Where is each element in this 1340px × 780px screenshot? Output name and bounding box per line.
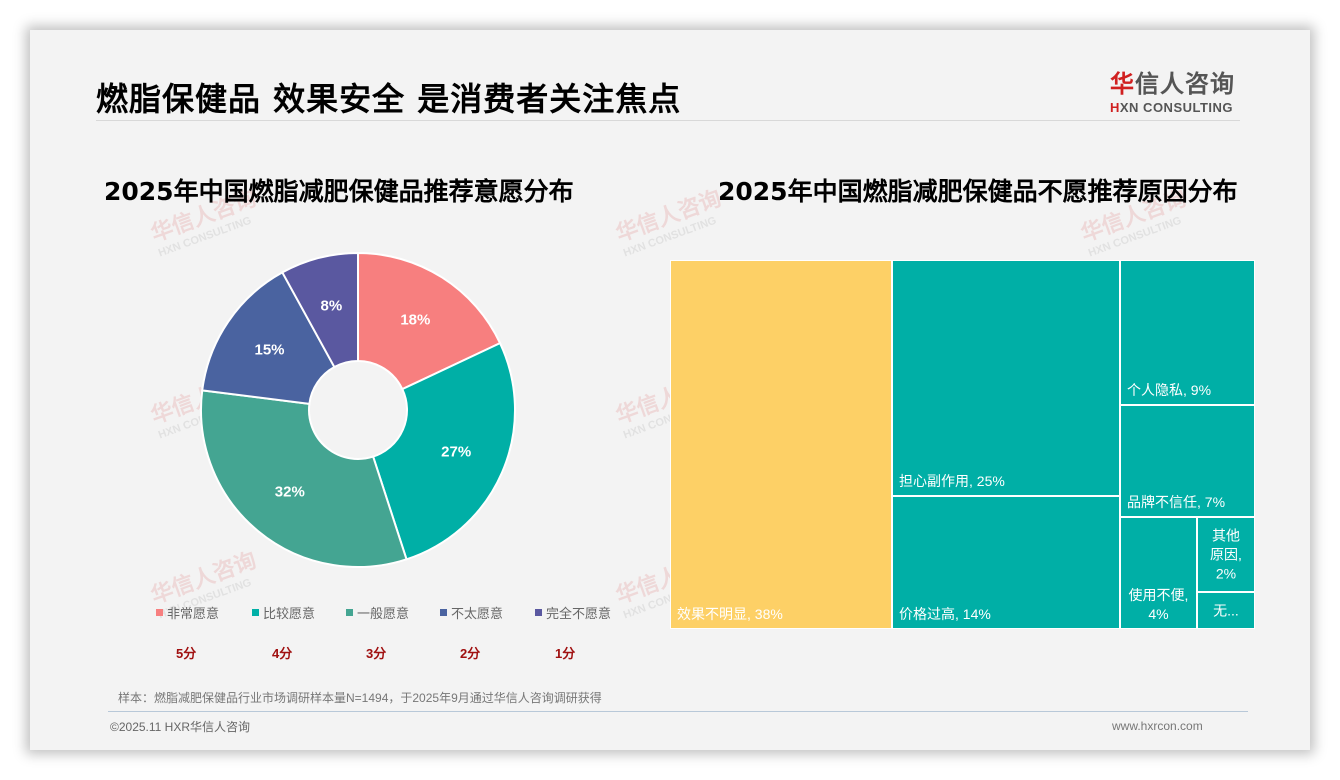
sample-note: 样本：燃脂减肥保健品行业市场调研样本量N=1494，于2025年9月通过华信人咨…: [118, 691, 602, 705]
donut-slice-label: 8%: [320, 297, 343, 315]
donut-slice-label: 15%: [254, 341, 285, 359]
logo-cn-text: 信人咨询: [1135, 70, 1235, 98]
legend-label: 比较愿意: [263, 606, 316, 621]
legend-swatch-icon: [440, 609, 447, 616]
legend-item: 非常愿意: [156, 603, 219, 622]
footer-copyright: ©2025.11 HXR华信人咨询: [110, 720, 250, 734]
treemap-cell: 品牌不信任, 7%: [1120, 405, 1255, 517]
donut-slice-2: [371, 341, 516, 561]
title-divider: [96, 120, 1240, 121]
treemap-cell: 价格过高, 14%: [892, 496, 1120, 629]
treemap-chart: 效果不明显, 38% 担心副作用, 25% 价格过高, 14% 个人隐私, 9% 品牌不…: [670, 260, 1256, 629]
legend-item: 完全不愿意: [535, 603, 611, 622]
treemap-cell: 其他 原因, 2%: [1197, 517, 1255, 592]
treemap-cell-label: 价格过高, 14%: [899, 606, 991, 622]
logo-en-red: H: [1110, 100, 1120, 115]
legend-swatch-icon: [252, 609, 259, 616]
donut-chart: 18% 27% 32% 15% 8%: [200, 251, 516, 568]
treemap-cell: 使用不便, 4%: [1120, 517, 1197, 629]
pie-chart-title: 2025年中国燃脂减肥保健品推荐意愿分布: [104, 177, 574, 206]
donut-slice-label: 27%: [441, 443, 472, 461]
treemap-cell-label: 效果不明显, 38%: [677, 606, 783, 622]
page-title: 燃脂保健品 效果安全 是消费者关注焦点: [96, 80, 682, 118]
treemap-cell: 个人隐私, 9%: [1120, 260, 1255, 405]
slide: 燃脂保健品 效果安全 是消费者关注焦点 华信人咨询 HXN CONSULTING…: [30, 30, 1310, 750]
treemap-cell-label: 品牌不信任, 7%: [1127, 494, 1226, 510]
legend-swatch-icon: [535, 609, 542, 616]
logo-cn-red: 华: [1110, 70, 1135, 98]
legend-swatch-icon: [346, 609, 353, 616]
donut-slice-label: 18%: [400, 311, 431, 329]
treemap-cell: 担心副作用, 25%: [892, 260, 1120, 496]
legend-swatch-icon: [156, 609, 163, 616]
company-logo: 华信人咨询 HXN CONSULTING: [1110, 64, 1235, 115]
treemap-cell-label: 其他 原因, 2%: [1210, 527, 1242, 581]
treemap-cell: 无...: [1197, 592, 1255, 629]
score-label: 2分: [460, 646, 481, 661]
legend-item: 比较愿意: [252, 603, 315, 622]
legend-label: 非常愿意: [167, 606, 220, 621]
legend-label: 不太愿意: [451, 606, 504, 621]
donut-slice-1: [357, 251, 502, 391]
score-label: 5分: [176, 646, 197, 661]
donut-slice-label: 32%: [274, 483, 305, 501]
logo-en-text: XN CONSULTING: [1119, 100, 1234, 115]
donut-slice-4: [201, 271, 336, 405]
donut-slice-5: [281, 251, 359, 369]
treemap-cell-label: 个人隐私, 9%: [1127, 382, 1212, 398]
treemap-cell-label: 担心副作用, 25%: [899, 473, 1005, 489]
footer-website: www.hxrcon.com: [1112, 719, 1203, 733]
footer-divider: [108, 711, 1248, 712]
treemap-cell: 效果不明显, 38%: [670, 260, 892, 629]
treemap-cell-label: 无...: [1213, 602, 1239, 618]
score-label: 1分: [555, 646, 576, 661]
legend-item: 不太愿意: [440, 603, 503, 622]
score-label: 3分: [366, 646, 387, 661]
score-label: 4分: [272, 646, 293, 661]
donut-slice-3: [200, 389, 408, 568]
legend-label: 一般愿意: [357, 606, 410, 621]
donut-svg: [200, 251, 516, 568]
treemap-title: 2025年中国燃脂减肥保健品不愿推荐原因分布: [718, 177, 1238, 206]
treemap-cell-label: 使用不便, 4%: [1128, 587, 1189, 622]
legend-label: 完全不愿意: [546, 606, 612, 621]
legend-item: 一般愿意: [346, 603, 409, 622]
